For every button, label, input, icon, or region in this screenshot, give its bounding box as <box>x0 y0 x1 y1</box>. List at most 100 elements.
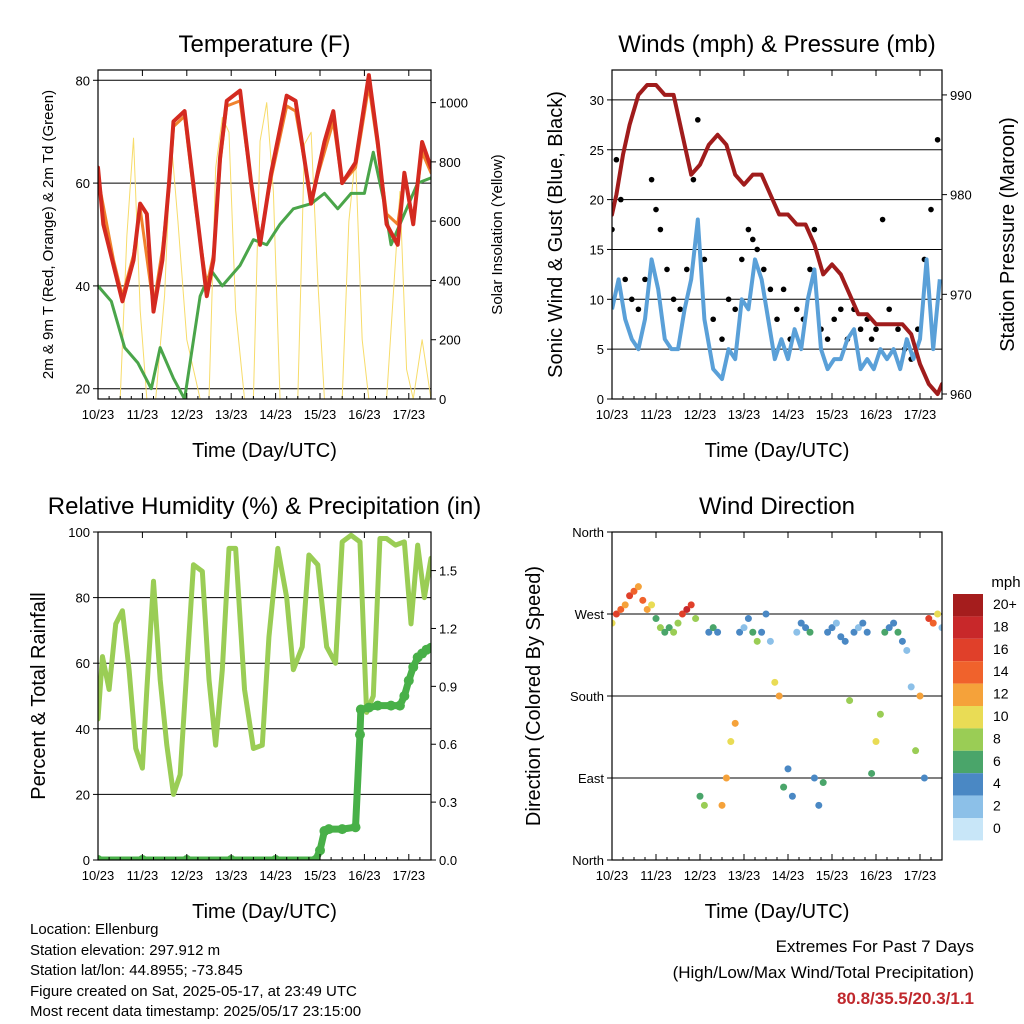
x-tick-label: 10/23 <box>82 868 115 883</box>
x-tick-label: 16/23 <box>348 868 381 883</box>
y-tick-label: 20 <box>590 193 604 208</box>
legend-swatch <box>953 706 983 729</box>
y-tick-label: 60 <box>76 176 90 191</box>
direction-point <box>797 619 805 627</box>
direction-point <box>705 628 713 636</box>
x-tick-label: 11/23 <box>640 407 672 422</box>
direction-point <box>736 628 744 636</box>
station-info: Location: Ellenburg Station elevation: 2… <box>30 920 361 1023</box>
gust-point <box>670 296 677 303</box>
precipitation-point <box>426 642 431 653</box>
x-axis-label: Time (Day/UTC) <box>192 901 337 923</box>
gust-point <box>934 136 941 143</box>
precipitation-point <box>350 822 361 833</box>
gust-point <box>750 236 756 243</box>
precipitation-point <box>354 729 365 740</box>
9m-t-line <box>98 83 431 308</box>
direction-point <box>643 605 651 613</box>
direction-point <box>903 646 911 654</box>
location-text: Location: Ellenburg <box>30 921 159 938</box>
gust-point <box>811 226 818 233</box>
direction-point <box>806 628 814 636</box>
direction-point <box>740 624 748 632</box>
y2-tick-label: 600 <box>439 214 461 229</box>
y2-tick-label: 970 <box>950 287 972 302</box>
gust-point <box>618 196 624 203</box>
y-tick-label: 20 <box>76 787 90 802</box>
precipitation-point <box>98 855 103 860</box>
legend-swatch <box>953 773 983 796</box>
direction-point <box>656 624 664 632</box>
x-tick-label: 14/23 <box>772 868 805 883</box>
y-tick-label: 25 <box>590 143 604 158</box>
y-tick-label: South <box>570 689 604 704</box>
gust-point <box>857 326 864 333</box>
direction-point <box>894 628 902 636</box>
y2-tick-label: 1.5 <box>439 564 457 579</box>
data-layer <box>612 583 942 809</box>
gust-point <box>807 266 813 273</box>
y2-tick-label: 0 <box>439 392 446 407</box>
gust-point <box>838 306 844 313</box>
latlon-text: Station lat/lon: 44.8955; -73.845 <box>30 962 243 980</box>
y-tick-label: 15 <box>590 242 604 257</box>
y-tick-label: East <box>578 771 604 786</box>
x-tick-label: 15/23 <box>816 868 849 883</box>
extremes-box: Extremes For Past 7 Days (High/Low/Max W… <box>673 934 974 1012</box>
x-axis-label: Time (Day/UTC) <box>192 440 337 462</box>
legend-title: mph <box>991 574 1020 591</box>
direction-point <box>934 610 942 618</box>
direction-point <box>793 628 801 636</box>
extremes-subtitle: (High/Low/Max Wind/Total Precipitation) <box>672 963 974 982</box>
direction-point <box>648 601 656 609</box>
gust-point <box>725 296 732 303</box>
x-tick-label: 17/23 <box>393 868 426 883</box>
direction-point <box>881 628 889 636</box>
direction-point <box>753 637 761 645</box>
gust-point <box>879 216 886 223</box>
direction-point <box>749 628 757 636</box>
direction-point <box>925 615 933 623</box>
precipitation-point <box>315 845 325 856</box>
chart-title: Temperature (F) <box>178 31 350 58</box>
created-text: Figure created on Sat, 2025-05-17, at 23… <box>30 982 357 1000</box>
direction-point <box>929 619 937 627</box>
legend-label: 18 <box>993 618 1009 634</box>
x-tick-label: 13/23 <box>215 868 248 883</box>
precipitation-point <box>403 675 414 686</box>
gust-point <box>895 326 901 333</box>
direction-point <box>665 624 673 632</box>
gust-point <box>928 206 934 213</box>
gust-point <box>690 176 697 183</box>
direction-point <box>727 738 735 746</box>
x-tick-label: 16/23 <box>348 407 381 422</box>
direction-point <box>683 605 691 613</box>
direction-point <box>652 615 660 623</box>
gust-point <box>739 256 745 263</box>
direction-point <box>810 774 818 782</box>
direction-point <box>639 596 647 604</box>
precipitation-point <box>372 700 383 711</box>
direction-point <box>788 792 796 800</box>
2m-t-line <box>98 73 431 314</box>
gust-point <box>701 256 708 263</box>
gust-point <box>635 306 642 313</box>
chart-title: Relative Humidity (%) & Precipitation (i… <box>48 493 481 520</box>
y2-tick-label: 960 <box>950 387 972 402</box>
y2-axis-label: Solar Insolation (Yellow) <box>489 154 506 314</box>
direction-point <box>859 619 867 627</box>
legend-label: 12 <box>993 686 1009 702</box>
legend-swatch <box>953 795 983 818</box>
y-tick-label: North <box>572 853 604 868</box>
y-tick-label: 60 <box>76 656 90 671</box>
gust-point <box>612 226 615 233</box>
direction-point <box>722 774 730 782</box>
gust-point <box>642 276 648 283</box>
y2-tick-label: 400 <box>439 273 461 288</box>
direction-point <box>854 624 862 632</box>
x-tick-label: 17/23 <box>904 868 937 883</box>
direction-point <box>920 774 928 782</box>
y-tick-label: 80 <box>76 591 90 606</box>
gust-point <box>824 336 831 342</box>
precipitation-point <box>310 855 321 860</box>
